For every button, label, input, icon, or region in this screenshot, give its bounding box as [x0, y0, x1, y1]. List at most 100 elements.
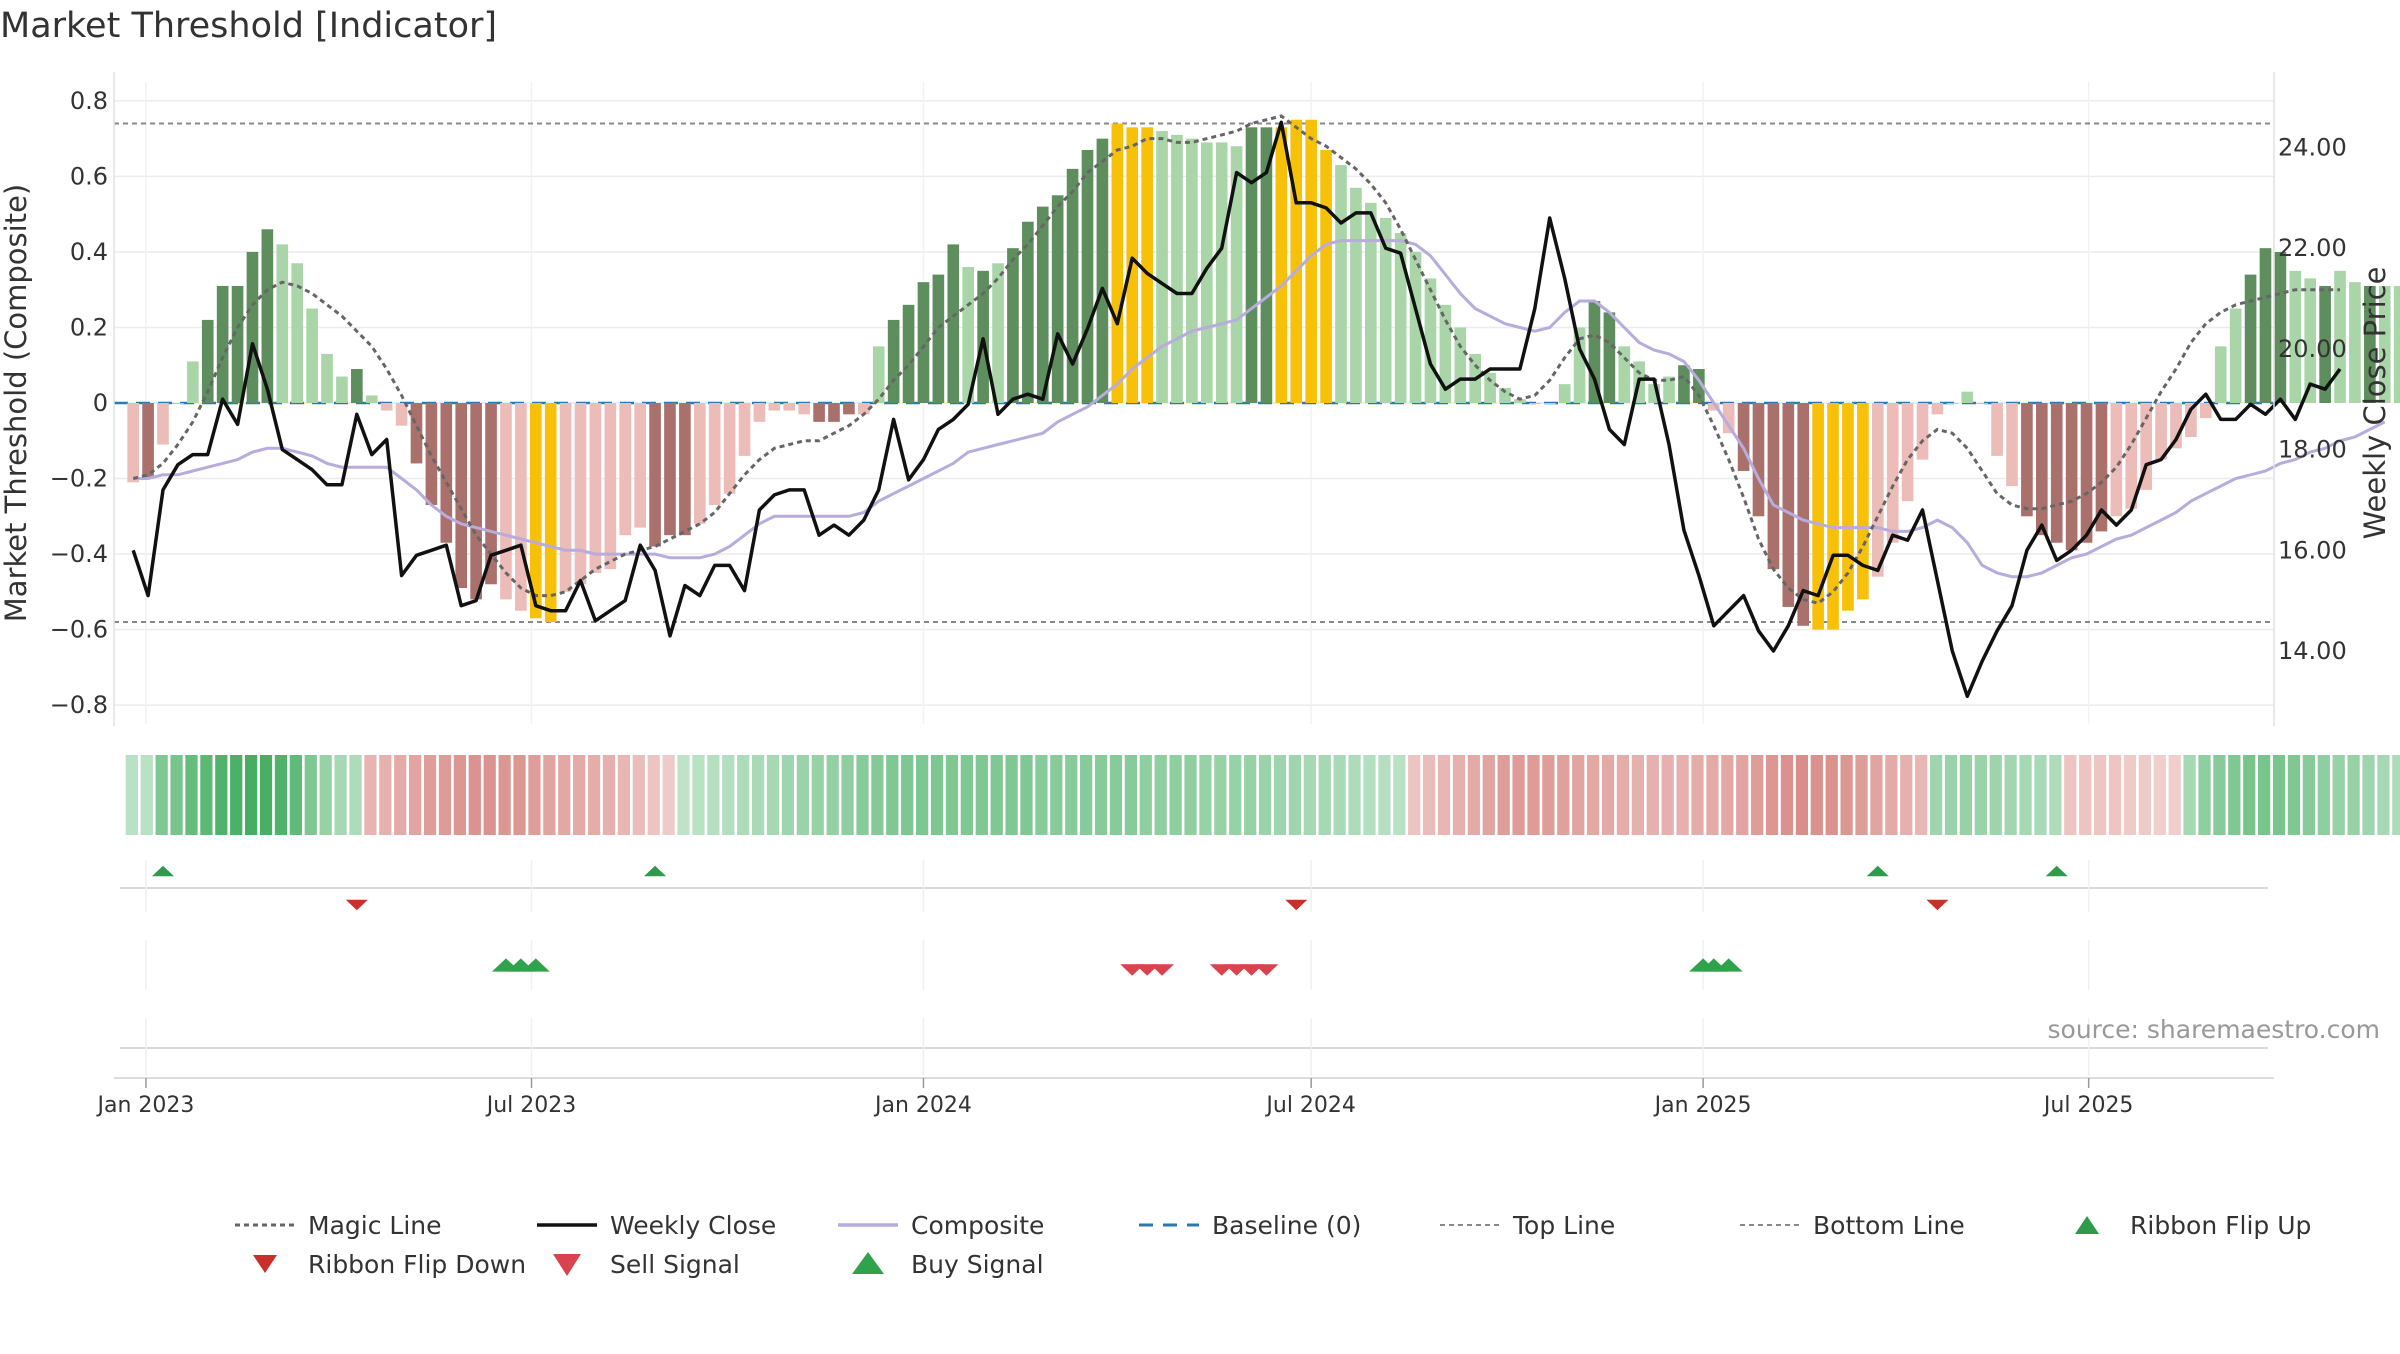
ribbon-cell [811, 755, 824, 835]
ribbon-cell [274, 755, 288, 835]
histogram-bars [127, 119, 2400, 630]
histogram-bar [1991, 403, 2003, 456]
ribbon-cell [886, 755, 899, 835]
histogram-bar [2110, 403, 2123, 517]
ribbon-cell [2079, 755, 2092, 835]
ribbon-cell [722, 755, 735, 835]
ribbon-cell [1885, 755, 1898, 835]
histogram-bar [261, 229, 274, 403]
histogram-bar [187, 361, 199, 403]
ribbon-cell [304, 755, 317, 835]
histogram-bar [1663, 376, 1675, 403]
histogram-bar [336, 376, 348, 403]
histogram-bar [887, 319, 900, 403]
ribbon-cell [1184, 755, 1197, 835]
histogram-bar [619, 403, 632, 536]
histogram-bar [216, 285, 229, 403]
ribbon-cell [2243, 755, 2256, 835]
legend: Magic Line Weekly Close Composite Baseline … [235, 1211, 2311, 1279]
histogram-bar [2170, 403, 2182, 449]
histogram-bar [1976, 403, 1988, 404]
legend-label: Sell Signal [610, 1250, 740, 1279]
histogram-bar [768, 403, 781, 411]
legend-label: Magic Line [308, 1211, 442, 1240]
ribbon-cell [1512, 755, 1525, 835]
signal-panels [120, 860, 2268, 1076]
ribbon-cell [826, 755, 839, 835]
x-axis: Jan 2023 Jul 2023 Jan 2024 Jul 2024 Jan 2025… [95, 1077, 2274, 1118]
ribbon-cell [319, 755, 332, 835]
histogram-bar [1454, 327, 1467, 403]
x-tick-label: Jul 2024 [1264, 1093, 1356, 1118]
histogram-bar [917, 282, 930, 403]
histogram-bar [1782, 403, 1795, 607]
ribbon-cell [1154, 755, 1167, 835]
ribbon-cell [1557, 755, 1570, 835]
histogram-bar [1931, 403, 1944, 415]
histogram-bar [1558, 384, 1571, 403]
x-tick-label: Jul 2025 [2042, 1093, 2134, 1118]
ribbon-cell [1542, 755, 1555, 835]
ribbon-cell [1452, 755, 1466, 835]
ribbon-cell [1422, 755, 1436, 835]
histogram-bar [1305, 119, 1317, 403]
histogram-bar [1260, 127, 1273, 403]
ribbon-cell [1929, 755, 1943, 835]
ribbon-cell [245, 755, 258, 835]
histogram-bar [1200, 142, 1213, 403]
histogram-bar [2035, 403, 2048, 536]
ribbon-cell [1408, 755, 1421, 835]
ribbon-cell [1244, 755, 1257, 835]
ribbon-cell [483, 755, 496, 835]
ribbon-cell [2258, 755, 2271, 835]
histogram-bar [1036, 206, 1049, 403]
ribbon-cell [1706, 755, 1719, 835]
ribbon-cell [1661, 755, 1674, 835]
ribbon-cell [677, 755, 690, 835]
histogram-bar [1707, 403, 1720, 411]
histogram-bar [1141, 127, 1153, 403]
histogram-bar [1797, 403, 1810, 626]
ribbon-cell [1915, 755, 1928, 835]
ribbon-cell [990, 755, 1003, 835]
ribbon-cell [1139, 755, 1152, 835]
ribbon-cell [2317, 755, 2330, 835]
histogram-bar [485, 403, 497, 585]
histogram-bar [306, 308, 318, 403]
ribbon-cell [1646, 755, 1659, 835]
sell-signal-marker [1254, 964, 1279, 976]
histogram-bar [947, 244, 960, 403]
histogram-bar [2065, 403, 2078, 551]
histogram-bar [1871, 403, 1884, 577]
ribbon-cell [2123, 755, 2137, 835]
ribbon-cell [1527, 755, 1540, 835]
ribbon-cell [1587, 755, 1600, 835]
histogram-bar [1693, 369, 1705, 403]
histogram-bar [723, 403, 736, 494]
ribbon-cell [513, 755, 526, 835]
y-tick-label-right: 20.00 [2278, 335, 2347, 363]
histogram-bar [380, 403, 393, 411]
histogram-bar [1603, 312, 1616, 403]
ribbon-cell [1005, 755, 1018, 835]
histogram-bar [2095, 403, 2108, 532]
ribbon-cell [2272, 755, 2286, 835]
ribbon-cell [1229, 755, 1242, 835]
histogram-bar [2304, 278, 2317, 403]
histogram-bar [1767, 403, 1780, 570]
histogram-bar [201, 319, 214, 403]
histogram-bar [2155, 403, 2167, 460]
buy-signal-marker [521, 958, 550, 972]
ribbon-flip-up-marker [644, 865, 667, 877]
histogram-bar [529, 403, 542, 619]
ribbon-cell [1721, 755, 1734, 835]
histogram-bar [693, 403, 706, 524]
histogram-bar [470, 403, 482, 600]
legend-label: Baseline (0) [1212, 1211, 1361, 1240]
histogram-bar [1946, 403, 1959, 404]
ribbon-cell [498, 755, 511, 835]
ribbon-cell [2183, 755, 2196, 835]
ribbon-cell [2198, 755, 2211, 835]
ribbon-cell [2138, 755, 2151, 835]
